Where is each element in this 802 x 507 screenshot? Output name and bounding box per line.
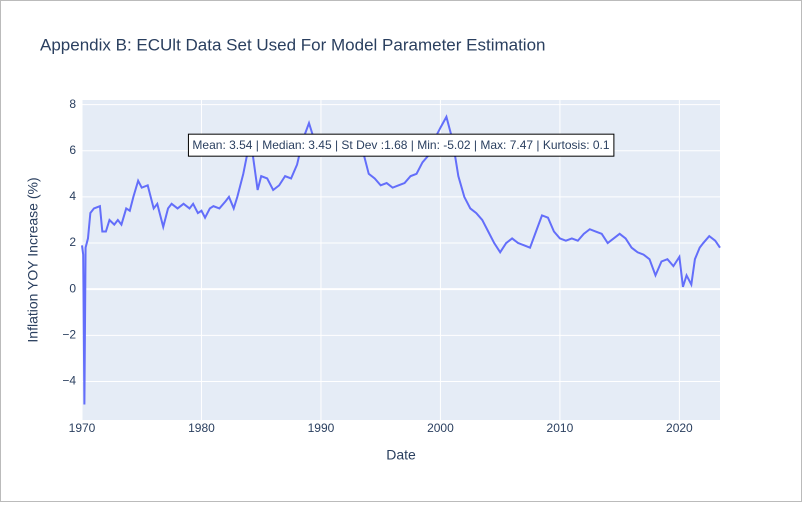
y-tick-label: 0	[69, 281, 76, 295]
chart-title: Appendix B: ECUlt Data Set Used For Mode…	[40, 35, 546, 54]
x-tick-label: 1980	[188, 421, 215, 435]
y-tick-label: −2	[62, 327, 76, 341]
x-tick-label: 2000	[427, 421, 454, 435]
x-tick-label: 1970	[69, 421, 96, 435]
y-axis-label: Inflation YOY Increase (%)	[25, 177, 41, 342]
y-tick-label: 6	[69, 143, 76, 157]
annotation: Mean: 3.54 | Median: 3.45 | St Dev :1.68…	[192, 138, 609, 152]
x-tick-label: 2010	[547, 421, 574, 435]
y-tick-label: 8	[69, 97, 76, 111]
y-tick-label: 2	[69, 235, 76, 249]
x-axis-label: Date	[386, 447, 416, 463]
y-tick-label: 4	[69, 189, 76, 203]
annotation-box	[187, 133, 615, 157]
y-tick-label: −4	[62, 374, 76, 388]
x-tick-label: 2020	[666, 421, 693, 435]
data-line	[81, 114, 721, 405]
x-tick-label: 1990	[308, 421, 335, 435]
